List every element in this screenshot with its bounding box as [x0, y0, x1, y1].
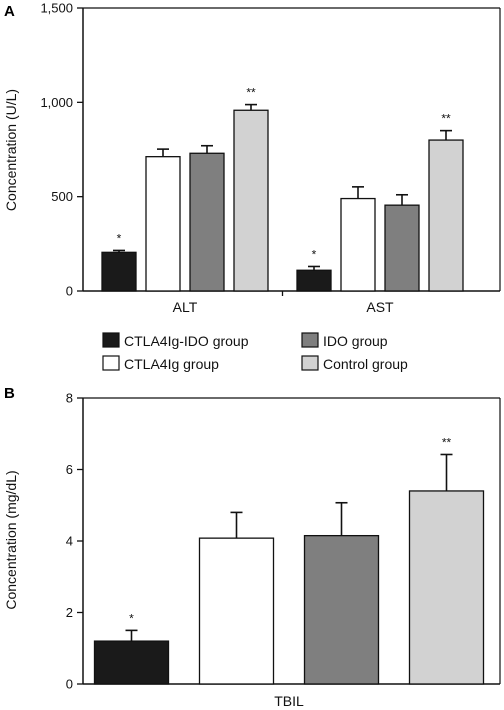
panel-a-label: A: [4, 3, 15, 20]
bar-ast-ctla4ig-ido-group: [296, 269, 332, 292]
y-tick-label: 500: [51, 189, 73, 204]
significance-marker: *: [117, 231, 122, 245]
bar-tbil-ido-group: [303, 534, 380, 685]
significance-marker: **: [442, 435, 452, 449]
panel-a-y-axis-title: Concentration (U/L): [3, 89, 19, 211]
significance-marker: **: [246, 86, 256, 100]
y-tick-label: 0: [66, 677, 73, 692]
legend-label-ctla4ig-ido: CTLA4Ig-IDO group: [124, 333, 249, 349]
y-tick-label: 4: [66, 534, 73, 549]
bar-tbil-ctla4ig-group: [198, 537, 275, 685]
legend-label-control: Control group: [323, 356, 408, 372]
y-tick-label: 2: [66, 605, 73, 620]
panel-a-chart: A Concentration (U/L) 0 500 1,000 1,500 ALT *…: [3, 1, 501, 316]
x-category-label: ALT: [173, 299, 198, 315]
legend: CTLA4Ig-IDO group IDO group CTLA4Ig grou…: [102, 332, 408, 372]
legend-label-ctla4ig: CTLA4Ig group: [124, 356, 219, 372]
panel-a-bars: [101, 103, 464, 292]
y-tick-label: 0: [66, 284, 73, 299]
legend-swatch-ctla4ig-ido: [102, 332, 120, 348]
panel-b-label: B: [4, 385, 15, 402]
bar-ast-ido-group: [384, 204, 420, 292]
legend-swatch-ctla4ig: [102, 355, 120, 371]
bar-alt-ido-group: [189, 152, 225, 292]
significance-marker: *: [129, 611, 134, 625]
bar-tbil-ctla4ig-ido-group: [93, 640, 170, 685]
bar-ast-control-group: [428, 139, 464, 292]
significance-marker: *: [312, 247, 317, 261]
bar-alt-ctla4ig-group: [145, 156, 181, 292]
y-tick-label: 1,500: [40, 1, 73, 16]
y-tick-label: 6: [66, 462, 73, 477]
bar-alt-control-group: [233, 109, 269, 292]
y-tick-label: 1,000: [40, 95, 73, 110]
bar-alt-ctla4ig-ido-group: [101, 251, 137, 292]
legend-swatch-ido: [301, 332, 319, 348]
panel-b-y-axis-title: Concentration (mg/dL): [3, 470, 19, 609]
panel-b-bars: [93, 453, 485, 685]
bar-ast-ctla4ig-group: [340, 197, 376, 292]
y-tick-label: 8: [66, 391, 73, 406]
x-category-label: TBIL: [274, 693, 304, 709]
x-category-label: AST: [366, 299, 394, 315]
legend-label-ido: IDO group: [323, 333, 388, 349]
bar-tbil-control-group: [408, 490, 485, 685]
significance-marker: **: [441, 112, 451, 126]
legend-swatch-control: [301, 355, 319, 371]
